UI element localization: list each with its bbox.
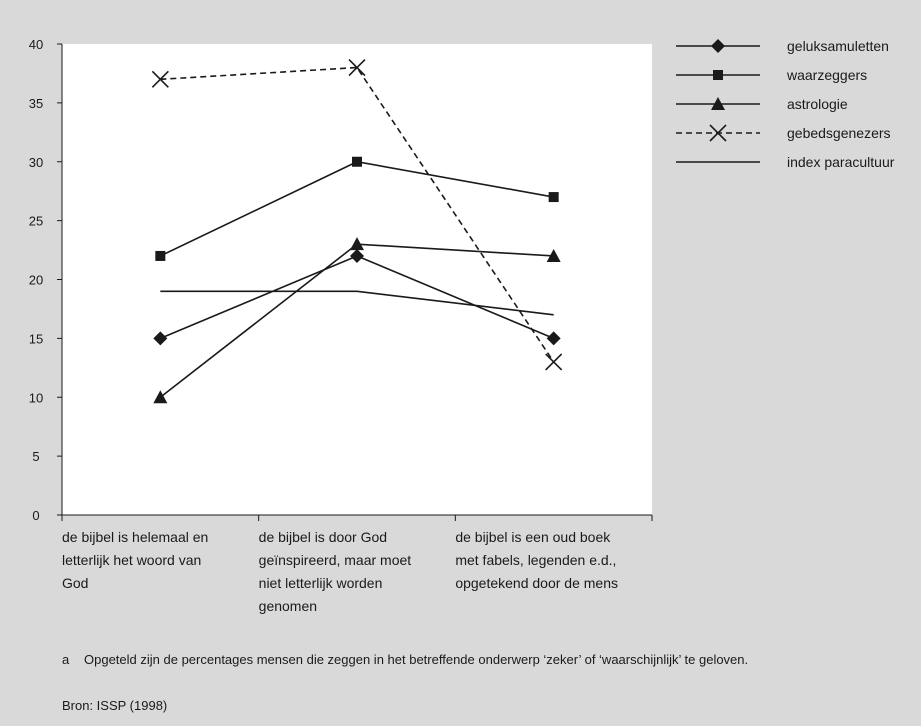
series-geluksamuletten: [153, 248, 561, 346]
y-tick-label: 35: [29, 96, 43, 111]
series-line-index-paracultuur: [160, 290, 554, 316]
y-tick-label: 0: [32, 508, 39, 523]
x-tick-label-line: de bijbel is helemaal en: [62, 529, 208, 545]
data-point-waarzeggers: [548, 192, 559, 203]
legend-item-index-paracultuur: index paracultuur: [676, 154, 895, 170]
footnote-text: Opgeteld zijn de percentages mensen die …: [84, 652, 749, 667]
x-tick-label-line: genomen: [259, 598, 317, 614]
legend-marker-gebedsgenezers-stroke: [709, 124, 727, 142]
x-tick-label: de bijbel is helemaal en letterlijk het w…: [62, 529, 208, 591]
x-tick-label-line: opgetekend door de mens: [455, 575, 618, 591]
legend-marker-geluksamuletten: [711, 39, 725, 53]
legend: geluksamuletten waarzeggers astrologie gebe…: [676, 38, 895, 170]
x-tick-label-line: de bijbel is een oud boek: [455, 529, 611, 545]
footnote-marker: a: [62, 652, 70, 667]
data-point-gebedsgenezers: [348, 58, 366, 77]
y-tick-label: 25: [29, 214, 43, 229]
x-tick-label-line: met fabels, legenden e.d.,: [455, 552, 616, 568]
data-point-gebedsgenezers-stroke: [545, 353, 563, 371]
legend-item-geluksamuletten: geluksamuletten: [676, 38, 889, 54]
data-point-gebedsgenezers: [545, 353, 563, 371]
legend-label: waarzeggers: [786, 67, 867, 83]
x-tick-label: de bijbel is door God geïnspireerd, maar …: [259, 529, 412, 614]
legend-marker-astrologie: [711, 97, 725, 110]
footnote: a Opgeteld zijn de percentages mensen die…: [62, 651, 748, 669]
x-tick-label-line: geïnspireerd, maar moet: [259, 552, 412, 568]
legend-label: astrologie: [787, 96, 848, 112]
series-astrologie: [153, 237, 561, 404]
data-point-waarzeggers: [352, 156, 362, 167]
legend-item-waarzeggers: waarzeggers: [676, 67, 867, 83]
x-tick-label: de bijbel is een oud boek met fabels, leg…: [455, 529, 618, 591]
y-tick-label: 10: [29, 390, 43, 405]
series-line-gebedsgenezers: [160, 66, 555, 363]
y-tick-label: 20: [29, 273, 43, 288]
y-tick-label: 40: [29, 37, 43, 52]
legend-label: index paracultuur: [787, 154, 895, 170]
y-tick-label: 30: [29, 155, 43, 170]
data-point-astrologie: [350, 237, 364, 251]
legend-label: geluksamuletten: [787, 38, 889, 54]
data-point-waarzeggers: [155, 250, 166, 261]
plot-area: [62, 44, 652, 515]
series-layer: [151, 58, 563, 404]
y-tick-label: 5: [32, 449, 39, 464]
data-point-gebedsgenezers: [151, 70, 169, 88]
legend-item-astrologie: astrologie: [676, 96, 848, 112]
series-index-paracultuur: [160, 290, 554, 316]
data-point-geluksamuletten: [546, 331, 561, 346]
legend-item-gebedsgenezers: gebedsgenezers: [676, 124, 891, 142]
x-tick-label-line: de bijbel is door God: [259, 529, 387, 545]
x-tick-label-line: letterlijk het woord van: [62, 552, 201, 568]
data-point-gebedsgenezers-stroke: [151, 70, 169, 88]
y-tick-label: 15: [29, 331, 43, 346]
data-point-geluksamuletten: [350, 248, 364, 263]
legend-marker-gebedsgenezers: [709, 124, 727, 142]
data-point-geluksamuletten: [153, 331, 168, 346]
data-point-gebedsgenezers-stroke: [348, 58, 366, 77]
source-note: Bron: ISSP (1998): [62, 698, 168, 713]
series-waarzeggers: [155, 156, 559, 261]
data-point-astrologie: [153, 390, 168, 404]
x-tick-label-line: niet letterlijk worden: [259, 575, 383, 591]
axes: 0 5 10 15 20 25 30 35 40 de bijbel is helemaal en…: [29, 37, 653, 614]
legend-marker-waarzeggers: [713, 70, 723, 80]
series-gebedsgenezers: [151, 58, 563, 371]
legend-label: gebedsgenezers: [787, 125, 891, 141]
x-tick-label-line: God: [62, 575, 88, 591]
data-point-astrologie: [546, 248, 561, 262]
